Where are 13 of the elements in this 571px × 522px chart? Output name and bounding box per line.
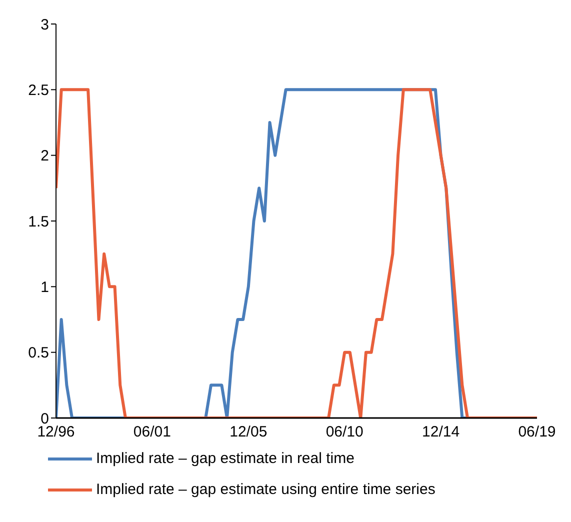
x-tick-label: 12/14	[422, 424, 460, 441]
x-tick-label: 12/05	[230, 424, 268, 441]
x-tick-label: 06/01	[133, 424, 171, 441]
y-tick-label: 2	[40, 148, 49, 165]
y-tick-label: 1	[40, 278, 49, 296]
x-tick-label: 06/10	[326, 424, 364, 441]
y-tick-label: 3	[40, 16, 49, 34]
legend-label: Implied rate – gap estimate in real time	[96, 450, 354, 467]
y-tick-label: 0.5	[28, 344, 49, 362]
legend-label: Implied rate – gap estimate using entire time series	[96, 481, 436, 498]
x-tick-label: 06/19	[518, 424, 556, 441]
y-tick-label: 2.5	[28, 82, 49, 99]
y-tick-label: 1.5	[28, 213, 49, 230]
